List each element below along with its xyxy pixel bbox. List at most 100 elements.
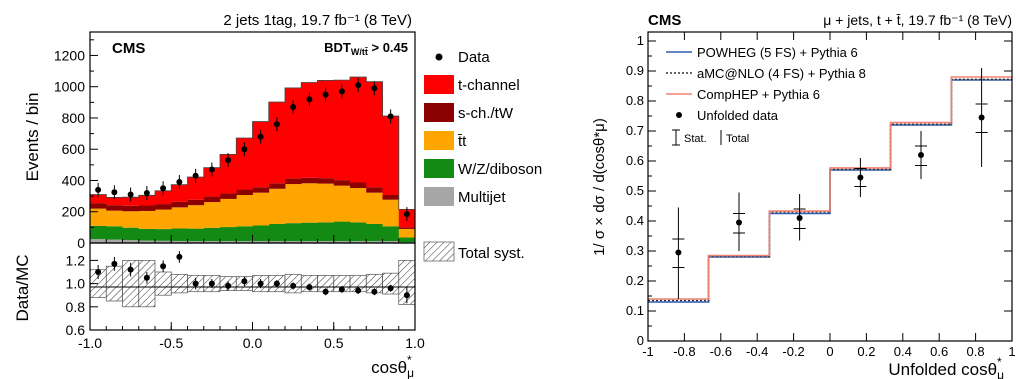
data-point (95, 186, 102, 193)
x-tick-label: 1.0 (405, 335, 425, 351)
data-point (355, 82, 362, 89)
stack-bar (301, 183, 318, 223)
data-point (192, 172, 199, 179)
stack-bar (382, 241, 400, 243)
legend-swatch (424, 103, 454, 122)
stack-bar (382, 195, 400, 200)
legend-label: t̄t (457, 133, 467, 150)
stack-bar (90, 225, 107, 240)
x-tick-label: 0.8 (967, 344, 985, 359)
data-point (160, 185, 167, 192)
right-header: μ + jets, t + t̄, 19.7 fb⁻¹ (8 TeV) (823, 12, 1012, 28)
x-tick-label: -1.0 (78, 335, 102, 351)
stack-bar (252, 187, 270, 193)
stack-bar (333, 185, 351, 222)
unfolded-data-points (672, 68, 988, 299)
ratio-point (192, 280, 199, 287)
data-point (306, 96, 313, 103)
ratio-point (95, 269, 102, 275)
stack-bar (203, 241, 221, 243)
stack-bar (236, 195, 253, 227)
data-point (796, 215, 803, 221)
legend-label: Unfolded data (697, 108, 779, 123)
stack-bar (138, 210, 156, 229)
stack-bar (106, 197, 123, 206)
legend-label: Multijet (458, 189, 506, 206)
legend-swatch (424, 131, 454, 150)
syst-band-bin (170, 273, 188, 294)
x-tick-label: -1 (642, 344, 654, 359)
ratio-point (225, 282, 232, 289)
stack-bar (317, 178, 335, 184)
ratio-point (290, 282, 297, 289)
stack-bar (90, 203, 107, 209)
legend-label: s-ch./tW (458, 105, 514, 122)
right-plot-frame (647, 31, 1013, 342)
ratio-point (403, 292, 410, 299)
legend-stat-label: Stat. (684, 133, 707, 145)
syst-band-bin (154, 271, 172, 296)
y-tick-label: 400 (62, 172, 86, 188)
cut-label: BDTW/tt̄ > 0.45 (324, 40, 408, 57)
syst-band-bin (105, 265, 123, 302)
legend-total-label: Total (726, 133, 749, 145)
stack-bar (366, 187, 383, 193)
data-points (95, 78, 410, 222)
data-point (111, 189, 118, 196)
x-tick-label: 0.2 (857, 344, 875, 359)
stack-bar (236, 189, 253, 196)
legend-label: aMC@NLO (4 FS) + Pythia 8 (697, 66, 866, 81)
legend-swatch-syst (423, 241, 455, 262)
stack-bar (398, 237, 416, 243)
stack-bar (187, 199, 205, 206)
stack-bar (252, 192, 270, 226)
x-tick-label: -0.2 (782, 344, 804, 359)
stack-bar (366, 192, 383, 224)
stack-bar (285, 241, 302, 243)
stack-bar (236, 226, 253, 242)
x-tick-label: 0.6 (930, 344, 948, 359)
stack-bar (203, 196, 221, 203)
ratio-point (306, 284, 313, 291)
stack-bar (138, 228, 156, 241)
data-point (387, 113, 394, 120)
right-legend: POWHEG (5 FS) + Pythia 6 aMC@NLO (4 FS) +… (666, 45, 866, 146)
stack-bar (301, 177, 318, 184)
data-point (127, 191, 134, 198)
ratio-point (160, 263, 167, 270)
stack-bar (268, 183, 286, 189)
ratio-point (257, 280, 264, 287)
ratio-point (371, 288, 378, 295)
stack-bar (203, 227, 221, 242)
ratio-point (127, 266, 134, 273)
left-y-axis-label: Events / bin (23, 93, 42, 182)
y-tick-label: 0.7 (626, 123, 644, 138)
data-point (225, 157, 232, 164)
stack-bar (220, 154, 237, 194)
stack-bar (366, 241, 383, 243)
y-tick-label: 0.1 (626, 303, 644, 318)
stack-bar (350, 241, 367, 243)
ratio-point (355, 287, 362, 294)
stack-bar (268, 102, 286, 184)
stack-bar (90, 208, 107, 226)
stack-bar (350, 77, 367, 183)
data-point (403, 211, 410, 218)
right-chart: 00.10.20.30.40.50.60.70.80.91-1 -0.8 -0.6-… (591, 12, 1016, 379)
legend-label: Data (458, 49, 490, 66)
y-tick-label: 0.5 (626, 183, 644, 198)
legend-swatch (424, 187, 454, 206)
cms-label-left: CMS (112, 40, 145, 57)
stack-bar (317, 80, 335, 179)
stack-bar (171, 207, 188, 229)
ratio-point (208, 280, 215, 287)
stack-bar (187, 228, 205, 242)
stack-bar (268, 188, 286, 224)
ratio-point (111, 260, 118, 267)
ratio-point (241, 278, 248, 285)
left-legend: Data t-channel s-ch./tW t̄t W/Z/diboson Multi… (423, 49, 542, 262)
data-point (241, 146, 248, 153)
stack-bar (268, 241, 286, 243)
stack-bar (187, 205, 205, 229)
